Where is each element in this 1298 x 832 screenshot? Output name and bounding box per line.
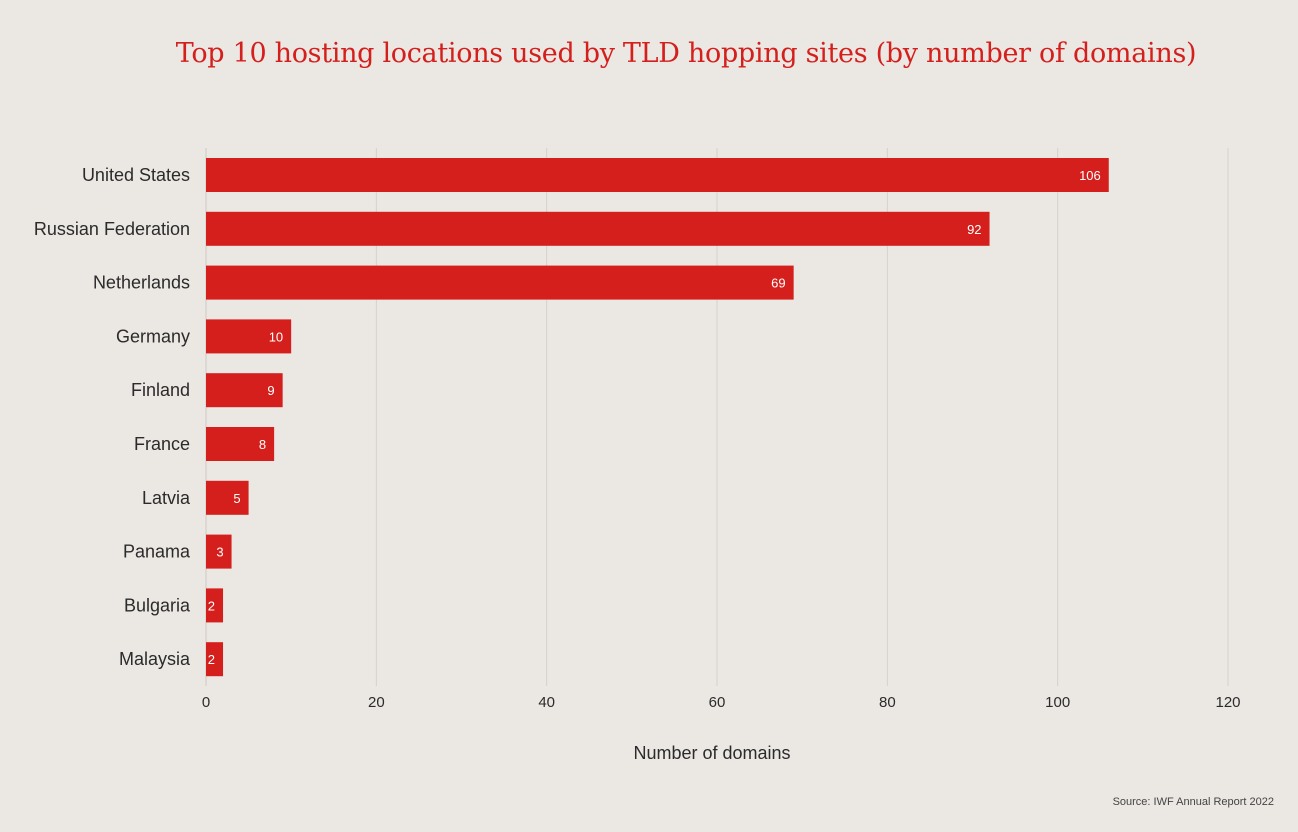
bar-netherlands xyxy=(206,265,794,300)
x-tick-label: 20 xyxy=(368,694,385,711)
bar-malaysia xyxy=(206,642,224,677)
x-tick-labels: 0 20 40 60 80 100 120 xyxy=(202,694,1241,711)
data-label: 8 xyxy=(259,437,266,452)
bar-finland xyxy=(206,373,283,408)
category-label: Netherlands xyxy=(93,273,190,293)
category-label: Germany xyxy=(116,326,190,346)
chart-title: Top 10 hosting locations used by TLD hop… xyxy=(175,38,1197,69)
bar-latvia xyxy=(206,480,249,515)
x-tick-label: 0 xyxy=(202,694,210,711)
data-label: 10 xyxy=(269,329,283,344)
category-label: Latvia xyxy=(142,488,191,508)
x-tick-label: 40 xyxy=(538,694,555,711)
bars: 106 92 69 10 9 8 5 3 2 2 xyxy=(206,158,1109,677)
x-tick-label: 60 xyxy=(709,694,726,711)
x-tick-label: 80 xyxy=(879,694,896,711)
data-label: 69 xyxy=(771,276,785,291)
data-label: 2 xyxy=(208,652,215,667)
category-label: Panama xyxy=(123,542,191,562)
bar-bulgaria xyxy=(206,588,224,623)
category-label: France xyxy=(134,434,190,454)
source-note: Source: IWF Annual Report 2022 xyxy=(1112,796,1274,808)
bar-united-states xyxy=(206,158,1109,192)
data-label: 106 xyxy=(1079,168,1101,183)
x-tick-label: 120 xyxy=(1215,694,1240,711)
data-label: 5 xyxy=(233,491,240,506)
category-label: United States xyxy=(82,165,190,185)
category-label: Finland xyxy=(131,380,190,400)
data-label: 2 xyxy=(208,598,215,613)
bar-germany xyxy=(206,319,292,354)
x-tick-label: 100 xyxy=(1045,694,1070,711)
bar-france xyxy=(206,427,275,461)
bar-russian-federation xyxy=(206,211,990,246)
category-label: Bulgaria xyxy=(124,595,191,615)
data-label: 3 xyxy=(216,545,223,560)
bar-panama xyxy=(206,534,232,569)
category-label: Russian Federation xyxy=(34,219,190,239)
category-labels: United States Russian Federation Netherlan… xyxy=(34,165,191,669)
data-label: 92 xyxy=(967,222,981,237)
x-axis-title: Number of domains xyxy=(633,743,790,763)
category-label: Malaysia xyxy=(119,649,191,669)
data-label: 9 xyxy=(267,383,274,398)
